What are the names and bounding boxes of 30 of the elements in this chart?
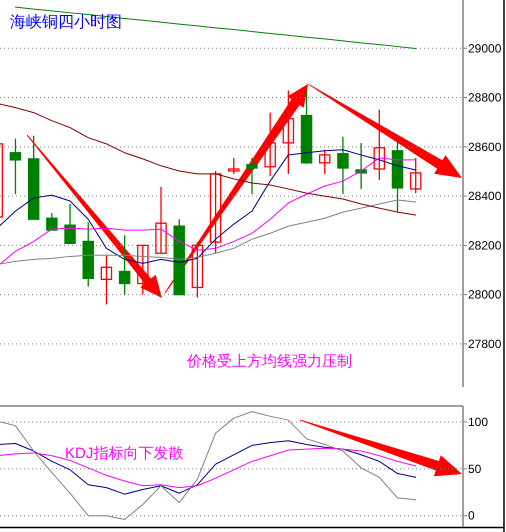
candlestick [246,157,258,195]
y-tick-label: 28000 [468,288,502,302]
candlestick [410,157,422,194]
y-tick-label: 29000 [468,41,502,56]
y-tick-label: 50 [468,462,482,476]
text: 海峡铜四小时图 [10,13,122,31]
candlestick [210,170,222,254]
candlestick [10,138,22,195]
y-tick-label: 28200 [468,238,502,252]
y-tick-label: 28800 [468,90,502,105]
candlestick [137,244,149,296]
y-tick-label: 0 [468,508,475,523]
candlestick [155,186,167,254]
candlestick [228,157,240,175]
candlestick [264,112,276,177]
candlestick [192,242,204,298]
y-tick-label: 100 [468,414,488,429]
candlestick [337,136,349,195]
candlestick [100,254,112,306]
candlestick [318,149,330,175]
candlestick [374,108,386,181]
candlestick [282,90,294,175]
candlestick [64,203,76,244]
y-tick-label: 28600 [468,140,502,154]
candlestick [118,234,130,296]
annotation: 价格受上方均线强力压制 [186,353,352,370]
annotation: KDJ指标向下发散 [65,445,184,462]
y-tick-label: 28400 [468,189,502,204]
candlestick [46,212,58,231]
y-tick-label: 27800 [468,336,502,351]
